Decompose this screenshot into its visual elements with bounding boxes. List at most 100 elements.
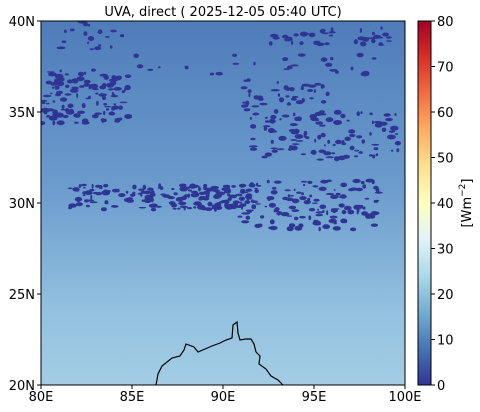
cloud-patch xyxy=(295,140,304,142)
cloud-patch xyxy=(386,36,392,39)
cloud-patch xyxy=(311,202,318,204)
cloud-patch xyxy=(268,226,271,229)
cloud-patch xyxy=(238,196,245,201)
x-tick-label: 100E xyxy=(388,390,421,405)
cloud-patch xyxy=(378,42,383,46)
cloud-patch xyxy=(179,205,188,208)
cloud-patch xyxy=(157,187,161,189)
map-area xyxy=(41,21,405,385)
cloud-patch xyxy=(103,110,106,116)
cloud-patch xyxy=(329,215,338,219)
cloud-patch xyxy=(246,197,249,203)
cloud-patch xyxy=(83,186,86,189)
cloud-patch xyxy=(132,184,137,190)
cloud-patch xyxy=(291,198,300,204)
cloud-patch xyxy=(299,41,304,45)
cloud-patch xyxy=(251,105,260,108)
y-tick-label: 40N xyxy=(9,15,35,30)
cloud-patch xyxy=(333,120,343,125)
cloud-patch xyxy=(82,194,86,197)
cloud-patch xyxy=(320,100,327,104)
cloud-patch xyxy=(322,224,331,230)
cloud-patch xyxy=(282,57,289,62)
cloud-patch xyxy=(253,61,256,66)
cloud-patch xyxy=(245,215,251,220)
cloud-patch xyxy=(77,110,85,115)
cloud-patch xyxy=(85,204,90,208)
cloud-patch xyxy=(61,104,65,109)
colorbar-tick-label: 0 xyxy=(437,379,445,394)
cloud-patch xyxy=(293,188,296,191)
cloud-patch xyxy=(297,53,306,57)
cloud-patch xyxy=(295,100,304,105)
cloud-patch xyxy=(81,102,86,109)
cloud-patch xyxy=(245,188,252,192)
cloud-patch xyxy=(264,120,270,123)
cloud-patch xyxy=(362,206,366,210)
cloud-patch xyxy=(296,191,302,194)
cloud-patch xyxy=(244,200,251,205)
cloud-patch xyxy=(110,45,113,49)
cloud-patch xyxy=(248,145,258,148)
cloud-patch xyxy=(288,223,296,228)
cloud-patch xyxy=(277,93,280,97)
cloud-patch xyxy=(177,207,181,210)
cloud-patch xyxy=(83,79,91,84)
cloud-patch xyxy=(221,187,230,192)
cloud-patch xyxy=(124,84,131,91)
cloud-patch xyxy=(332,226,341,231)
cloud-patch xyxy=(350,227,357,232)
cloud-patch xyxy=(270,130,277,132)
cloud-patch xyxy=(104,200,109,204)
cloud-patch xyxy=(313,89,316,93)
cloud-patch xyxy=(362,213,371,216)
cloud-patch xyxy=(371,57,377,60)
cloud-patch xyxy=(229,194,238,199)
cloud-patch xyxy=(245,100,250,106)
cloud-patch xyxy=(51,86,55,90)
cloud-patch xyxy=(114,117,121,123)
cloud-patch xyxy=(359,28,362,33)
cloud-patch xyxy=(46,108,55,112)
cloud-patch xyxy=(102,96,106,100)
cloud-patch xyxy=(47,72,57,77)
cloud-patch xyxy=(371,38,376,44)
cloud-patch xyxy=(371,179,375,185)
cloud-patch xyxy=(61,40,67,43)
cloud-patch xyxy=(150,207,157,212)
cloud-patch xyxy=(70,88,79,93)
cloud-patch xyxy=(284,189,291,192)
cloud-patch xyxy=(75,202,83,207)
cloud-patch xyxy=(269,225,278,231)
x-tick-label: 90E xyxy=(211,390,236,405)
cloud-patch xyxy=(76,93,79,98)
cloud-patch xyxy=(303,133,307,138)
cloud-patch xyxy=(367,37,377,40)
cloud-patch xyxy=(309,97,314,100)
cloud-patch xyxy=(108,111,116,116)
cloud-patch xyxy=(330,208,335,213)
cloud-patch xyxy=(370,223,379,227)
cloud-patch xyxy=(94,112,102,115)
cloud-patch xyxy=(266,196,275,201)
cloud-patch xyxy=(348,129,356,134)
cloud-patch xyxy=(190,190,198,194)
cloud-patch xyxy=(127,114,131,119)
cloud-patch xyxy=(277,210,281,216)
cloud-patch xyxy=(288,145,293,150)
cloud-patch xyxy=(282,196,289,201)
cloud-patch xyxy=(108,88,115,91)
cloud-patch xyxy=(56,120,65,126)
cloud-patch xyxy=(73,113,81,118)
cloud-patch xyxy=(290,131,299,135)
cloud-patch xyxy=(125,198,135,203)
cloud-patch xyxy=(83,83,91,87)
cloud-patch xyxy=(349,187,359,191)
cloud-patch xyxy=(250,137,256,141)
cloud-patch xyxy=(240,86,248,90)
cloud-patch xyxy=(318,186,327,191)
x-tick-label: 85E xyxy=(120,390,145,405)
cloud-patch xyxy=(315,121,324,125)
cloud-patch xyxy=(326,210,329,216)
